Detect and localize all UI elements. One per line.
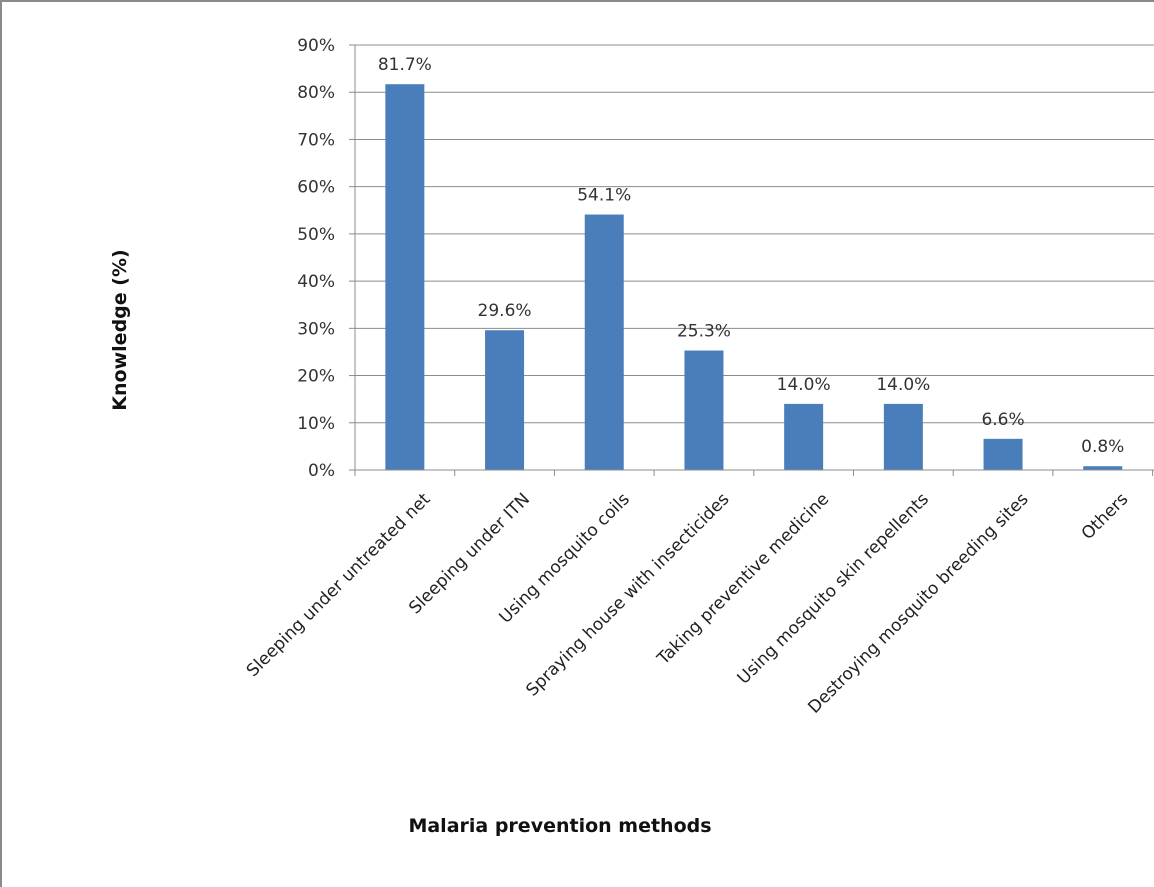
- y-tick-label: 70%: [297, 130, 335, 150]
- data-label: 81.7%: [378, 55, 432, 75]
- data-label: 29.6%: [478, 301, 532, 321]
- data-label: 14.0%: [876, 375, 930, 395]
- y-tick-labels: 0% 10% 20% 30% 40% 50% 60% 70% 80% 90%: [297, 36, 335, 481]
- bar: [1083, 466, 1123, 470]
- y-tick-label: 30%: [297, 319, 335, 339]
- data-label: 14.0%: [777, 375, 831, 395]
- bars: [385, 84, 1123, 470]
- y-tick-label: 40%: [297, 272, 335, 292]
- bar: [485, 330, 525, 470]
- x-category-label: Spraying house with insecticides: [522, 489, 733, 700]
- y-tick-label: 50%: [297, 225, 335, 245]
- x-axis-title: Malaria prevention methods: [408, 815, 711, 837]
- x-category-label: Sleeping under untreated net: [243, 489, 435, 681]
- x-category-label: Taking preventive medicine: [653, 489, 833, 669]
- data-labels: 81.7% 29.6% 54.1% 25.3% 14.0% 14.0% 6.6% 0.8%: [378, 55, 1125, 457]
- data-label: 25.3%: [677, 322, 731, 342]
- gridlines: [355, 44, 1154, 424]
- data-label: 6.6%: [981, 410, 1024, 430]
- bar: [684, 350, 724, 470]
- y-tick-label: 10%: [297, 414, 335, 434]
- x-category-label: Others: [1078, 489, 1133, 544]
- x-category-label: Destroying mosquito breeding sites: [804, 489, 1032, 717]
- y-axis-title: Knowledge (%): [109, 249, 131, 410]
- axes: [349, 44, 1154, 476]
- data-label: 0.8%: [1081, 437, 1124, 457]
- y-tick-label: 90%: [297, 36, 335, 56]
- y-tick-label: 20%: [297, 367, 335, 387]
- x-category-label: Using mosquito skin repellents: [734, 489, 933, 688]
- bar: [385, 84, 425, 470]
- bar: [784, 403, 824, 470]
- bar: [883, 403, 923, 470]
- data-label: 54.1%: [577, 186, 631, 206]
- bar: [584, 214, 624, 470]
- y-tick-label: 60%: [297, 178, 335, 198]
- bar: [983, 438, 1023, 470]
- y-tick-label: 80%: [297, 83, 335, 103]
- y-tick-label: 0%: [308, 461, 335, 481]
